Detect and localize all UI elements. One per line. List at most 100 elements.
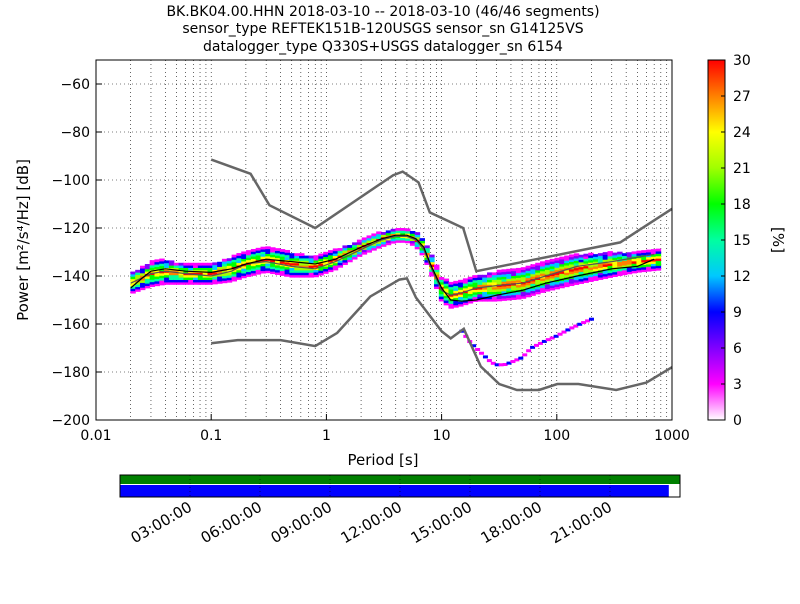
density-cell xyxy=(144,276,151,279)
density-cell xyxy=(573,272,580,276)
density-cell xyxy=(655,258,662,262)
density-cell xyxy=(154,276,160,279)
density-cell xyxy=(260,263,266,267)
density-cell xyxy=(385,242,392,246)
density-cell xyxy=(289,267,295,271)
density-cell xyxy=(173,282,180,285)
density-cell xyxy=(467,283,474,287)
density-cell xyxy=(135,284,141,288)
density-cell xyxy=(602,266,609,270)
density-cell xyxy=(289,274,295,278)
density-cell xyxy=(168,272,175,276)
density-cell xyxy=(511,280,517,284)
density-cell xyxy=(506,295,512,299)
density-cell xyxy=(327,269,334,273)
density-cell xyxy=(549,285,556,289)
density-cell xyxy=(178,279,184,283)
density-cell xyxy=(303,255,310,259)
density-cell xyxy=(337,262,344,266)
density-cell xyxy=(443,285,450,289)
density-cell xyxy=(602,259,609,263)
density-cell xyxy=(260,246,266,250)
y-tick-label: −160 xyxy=(52,317,90,333)
density-cell xyxy=(168,274,175,278)
density-cell xyxy=(544,286,551,290)
density-cell xyxy=(352,249,358,253)
density-cell xyxy=(159,258,165,262)
density-cell xyxy=(255,247,262,251)
density-cells xyxy=(130,228,662,367)
density-cell xyxy=(308,272,315,276)
y-tick-label: −60 xyxy=(60,77,90,93)
density-cell xyxy=(289,270,295,273)
density-cell xyxy=(467,300,474,304)
density-cell xyxy=(419,245,425,249)
density-cell xyxy=(573,260,580,264)
density-cell xyxy=(463,334,469,338)
density-cell xyxy=(506,273,512,277)
density-cell xyxy=(390,238,397,242)
density-cell xyxy=(270,264,276,267)
density-cell xyxy=(414,234,421,238)
density-cell xyxy=(438,277,445,280)
density-cell xyxy=(178,265,184,268)
density-cell xyxy=(197,267,204,271)
density-cell xyxy=(279,273,286,276)
density-cell xyxy=(130,285,136,289)
density-cell xyxy=(593,266,599,269)
density-cell xyxy=(467,279,474,282)
density-cell xyxy=(525,272,532,276)
density-cell xyxy=(559,271,565,274)
density-cell xyxy=(352,242,358,246)
density-cell xyxy=(294,274,300,278)
density-cell xyxy=(453,304,459,308)
density-cell xyxy=(255,250,262,254)
density-cell xyxy=(265,246,271,250)
density-cell xyxy=(540,263,546,267)
density-cell xyxy=(544,283,551,287)
density-cell xyxy=(501,288,507,292)
density-cell xyxy=(520,271,527,275)
density-cell xyxy=(467,276,474,280)
density-cell xyxy=(448,281,454,285)
density-cell xyxy=(641,252,647,256)
density-cell xyxy=(270,268,276,272)
density-cell xyxy=(564,257,570,261)
density-cell xyxy=(593,275,599,279)
colorbar-tick-label: 18 xyxy=(733,197,751,213)
density-cell xyxy=(477,286,483,290)
density-cell xyxy=(236,269,242,273)
density-cell xyxy=(626,252,633,256)
density-cell xyxy=(168,265,175,268)
density-cell xyxy=(332,250,339,254)
density-cell xyxy=(525,284,532,288)
density-cell xyxy=(525,289,532,293)
density-cell xyxy=(221,275,228,279)
density-cell xyxy=(588,279,594,282)
density-cell xyxy=(544,264,551,268)
density-cell xyxy=(602,264,609,267)
colorbar-tick-label: 30 xyxy=(733,53,751,69)
density-cell xyxy=(443,280,450,284)
density-cell xyxy=(501,286,507,289)
density-cell xyxy=(332,253,339,257)
density-cell xyxy=(568,280,575,284)
density-cell xyxy=(246,252,252,256)
density-cell xyxy=(583,280,589,283)
density-cell xyxy=(545,338,551,342)
density-cell xyxy=(226,260,233,264)
density-cell xyxy=(520,269,527,273)
density-cell xyxy=(429,264,435,267)
density-cell xyxy=(458,294,464,298)
density-cell xyxy=(593,256,599,260)
density-cell xyxy=(380,239,387,243)
density-cell xyxy=(274,257,281,261)
density-cell xyxy=(284,266,291,270)
density-cell xyxy=(434,286,440,290)
density-cell xyxy=(279,265,286,269)
density-cell xyxy=(578,254,585,258)
density-cell xyxy=(655,255,662,259)
density-cell xyxy=(472,296,478,300)
density-cell xyxy=(549,275,556,279)
density-cell xyxy=(140,270,146,274)
